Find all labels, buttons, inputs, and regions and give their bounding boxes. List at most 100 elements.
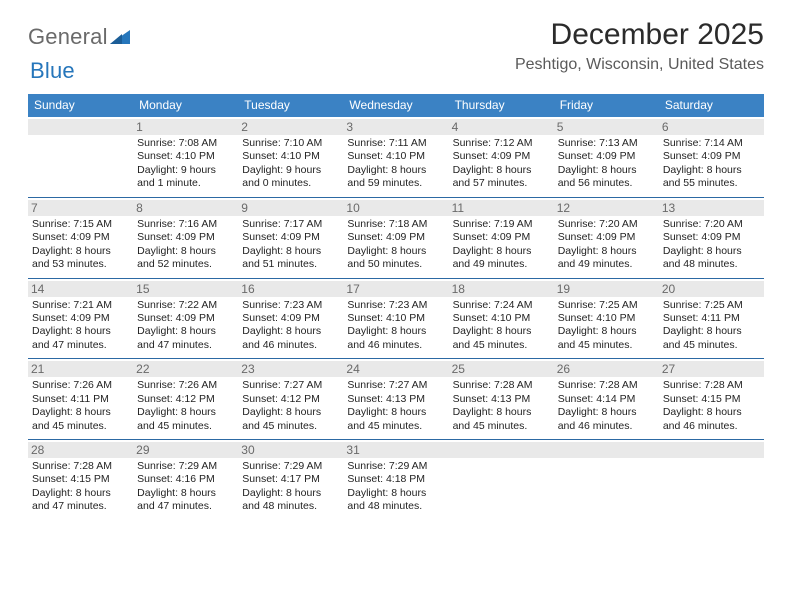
day-body: Sunrise: 7:19 AMSunset: 4:09 PMDaylight:… bbox=[453, 218, 550, 272]
day-number: 10 bbox=[343, 200, 448, 216]
day-cell: 25Sunrise: 7:28 AMSunset: 4:13 PMDayligh… bbox=[449, 359, 554, 439]
day-body: Sunrise: 7:28 AMSunset: 4:13 PMDaylight:… bbox=[453, 379, 550, 433]
day-number: 23 bbox=[238, 361, 343, 377]
sunrise-line: Sunrise: 7:13 AM bbox=[558, 137, 655, 150]
daylight-line: Daylight: 8 hours and 47 minutes. bbox=[32, 487, 129, 514]
daylight-line: Daylight: 8 hours and 50 minutes. bbox=[347, 245, 444, 272]
sunset-line: Sunset: 4:09 PM bbox=[242, 231, 339, 244]
day-cell: 9Sunrise: 7:17 AMSunset: 4:09 PMDaylight… bbox=[238, 198, 343, 278]
sunrise-line: Sunrise: 7:28 AM bbox=[453, 379, 550, 392]
sunset-line: Sunset: 4:09 PM bbox=[32, 312, 129, 325]
dow-cell: Thursday bbox=[449, 94, 554, 117]
day-cell: 23 Sunrise: 7:27 AMSunset: 4:12 PMDayligh… bbox=[238, 359, 343, 439]
day-cell: 18Sunrise: 7:24 AMSunset: 4:10 PMDayligh… bbox=[449, 279, 554, 359]
day-body: Sunrise: 7:28 AMSunset: 4:14 PMDaylight:… bbox=[558, 379, 655, 433]
dow-cell: Sunday bbox=[28, 94, 133, 117]
sunset-line: Sunset: 4:10 PM bbox=[558, 312, 655, 325]
day-cell: 13Sunrise: 7:20 AMSunset: 4:09 PMDayligh… bbox=[659, 198, 764, 278]
daylight-line: Daylight: 9 hours and 0 minutes. bbox=[242, 164, 339, 191]
day-body: Sunrise: 7:12 AMSunset: 4:09 PMDaylight:… bbox=[453, 137, 550, 191]
day-body: Sunrise: 7:17 AMSunset: 4:09 PMDaylight:… bbox=[242, 218, 339, 272]
day-body: Sunrise: 7:20 AMSunset: 4:09 PMDaylight:… bbox=[663, 218, 760, 272]
day-cell: 20Sunrise: 7:25 AMSunset: 4:11 PMDayligh… bbox=[659, 279, 764, 359]
day-body: Sunrise: 7:27 AMSunset: 4:13 PMDaylight:… bbox=[347, 379, 444, 433]
week-row: 21Sunrise: 7:26 AMSunset: 4:11 PMDayligh… bbox=[28, 359, 764, 440]
day-body: Sunrise: 7:24 AMSunset: 4:10 PMDaylight:… bbox=[453, 299, 550, 353]
day-number: 19 bbox=[554, 281, 659, 297]
sunrise-line: Sunrise: 7:29 AM bbox=[137, 460, 234, 473]
sunset-line: Sunset: 4:15 PM bbox=[663, 393, 760, 406]
day-cell: 8 Sunrise: 7:16 AMSunset: 4:09 PMDaylight… bbox=[133, 198, 238, 278]
daylight-line: Daylight: 8 hours and 46 minutes. bbox=[242, 325, 339, 352]
day-cell: 4Sunrise: 7:12 AMSunset: 4:09 PMDaylight… bbox=[449, 117, 554, 197]
sunset-line: Sunset: 4:09 PM bbox=[347, 231, 444, 244]
weeks-container: . 1Sunrise: 7:08 AMSunset: 4:10 PMDayligh… bbox=[28, 117, 764, 520]
sunset-line: Sunset: 4:09 PM bbox=[558, 231, 655, 244]
day-cell: 17Sunrise: 7:23 AMSunset: 4:10 PMDayligh… bbox=[343, 279, 448, 359]
sunset-line: Sunset: 4:10 PM bbox=[242, 150, 339, 163]
day-number: 7 bbox=[28, 200, 133, 216]
day-number: 27 bbox=[659, 361, 764, 377]
sunrise-line: Sunrise: 7:28 AM bbox=[558, 379, 655, 392]
day-body: Sunrise: 7:20 AMSunset: 4:09 PMDaylight:… bbox=[558, 218, 655, 272]
brand-general: General bbox=[28, 24, 108, 50]
day-cell: 7 Sunrise: 7:15 AMSunset: 4:09 PMDaylight… bbox=[28, 198, 133, 278]
day-body: Sunrise: 7:25 AMSunset: 4:10 PMDaylight:… bbox=[558, 299, 655, 353]
day-body: Sunrise: 7:27 AMSunset: 4:12 PMDaylight:… bbox=[242, 379, 339, 433]
sunset-line: Sunset: 4:09 PM bbox=[32, 231, 129, 244]
sunset-line: Sunset: 4:09 PM bbox=[663, 231, 760, 244]
day-cell: 19 Sunrise: 7:25 AMSunset: 4:10 PMDayligh… bbox=[554, 279, 659, 359]
day-number: 8 bbox=[133, 200, 238, 216]
day-number: 28 bbox=[28, 442, 133, 458]
daylight-line: Daylight: 8 hours and 48 minutes. bbox=[663, 245, 760, 272]
day-cell: 1Sunrise: 7:08 AMSunset: 4:10 PMDaylight… bbox=[133, 117, 238, 197]
daylight-line: Daylight: 8 hours and 45 minutes. bbox=[347, 406, 444, 433]
daylight-line: Daylight: 8 hours and 46 minutes. bbox=[663, 406, 760, 433]
day-number: 31 bbox=[343, 442, 448, 458]
sunrise-line: Sunrise: 7:28 AM bbox=[32, 460, 129, 473]
day-number: 2 bbox=[238, 119, 343, 135]
day-cell: 14Sunrise: 7:21 AMSunset: 4:09 PMDayligh… bbox=[28, 279, 133, 359]
sunset-line: Sunset: 4:10 PM bbox=[453, 312, 550, 325]
day-cell: 30 Sunrise: 7:29 AMSunset: 4:17 PMDayligh… bbox=[238, 440, 343, 520]
day-body: Sunrise: 7:11 AMSunset: 4:10 PMDaylight:… bbox=[347, 137, 444, 191]
sunrise-line: Sunrise: 7:23 AM bbox=[242, 299, 339, 312]
dow-cell: Tuesday bbox=[238, 94, 343, 117]
daylight-line: Daylight: 8 hours and 45 minutes. bbox=[137, 406, 234, 433]
sunrise-line: Sunrise: 7:15 AM bbox=[32, 218, 129, 231]
day-body: Sunrise: 7:23 AMSunset: 4:10 PMDaylight:… bbox=[347, 299, 444, 353]
sunrise-line: Sunrise: 7:12 AM bbox=[453, 137, 550, 150]
daylight-line: Daylight: 8 hours and 53 minutes. bbox=[32, 245, 129, 272]
sunset-line: Sunset: 4:11 PM bbox=[663, 312, 760, 325]
day-cell: 28Sunrise: 7:28 AMSunset: 4:15 PMDayligh… bbox=[28, 440, 133, 520]
day-body: Sunrise: 7:18 AMSunset: 4:09 PMDaylight:… bbox=[347, 218, 444, 272]
day-number: . bbox=[449, 442, 554, 458]
sunset-line: Sunset: 4:12 PM bbox=[242, 393, 339, 406]
day-cell: 22Sunrise: 7:26 AMSunset: 4:12 PMDayligh… bbox=[133, 359, 238, 439]
day-body: Sunrise: 7:16 AMSunset: 4:09 PMDaylight:… bbox=[137, 218, 234, 272]
day-number: 14 bbox=[28, 281, 133, 297]
day-number: 30 bbox=[238, 442, 343, 458]
day-body: Sunrise: 7:29 AMSunset: 4:17 PMDaylight:… bbox=[242, 460, 339, 514]
daylight-line: Daylight: 8 hours and 47 minutes. bbox=[32, 325, 129, 352]
day-number: 29 bbox=[133, 442, 238, 458]
daylight-line: Daylight: 8 hours and 49 minutes. bbox=[558, 245, 655, 272]
sunset-line: Sunset: 4:16 PM bbox=[137, 473, 234, 486]
logo-triangle-icon bbox=[110, 26, 130, 49]
day-cell: 5Sunrise: 7:13 AMSunset: 4:09 PMDaylight… bbox=[554, 117, 659, 197]
calendar-page: General December 2025 Peshtigo, Wisconsi… bbox=[0, 0, 792, 538]
sunrise-line: Sunrise: 7:08 AM bbox=[137, 137, 234, 150]
day-number: 11 bbox=[449, 200, 554, 216]
sunrise-line: Sunrise: 7:10 AM bbox=[242, 137, 339, 150]
sunset-line: Sunset: 4:10 PM bbox=[347, 312, 444, 325]
day-body: Sunrise: 7:10 AMSunset: 4:10 PMDaylight:… bbox=[242, 137, 339, 191]
sunset-line: Sunset: 4:09 PM bbox=[137, 231, 234, 244]
day-cell: 12Sunrise: 7:20 AMSunset: 4:09 PMDayligh… bbox=[554, 198, 659, 278]
day-body: Sunrise: 7:15 AMSunset: 4:09 PMDaylight:… bbox=[32, 218, 129, 272]
day-cell: 3Sunrise: 7:11 AMSunset: 4:10 PMDaylight… bbox=[343, 117, 448, 197]
day-body: Sunrise: 7:23 AMSunset: 4:09 PMDaylight:… bbox=[242, 299, 339, 353]
day-body: Sunrise: 7:29 AMSunset: 4:16 PMDaylight:… bbox=[137, 460, 234, 514]
sunrise-line: Sunrise: 7:28 AM bbox=[663, 379, 760, 392]
daylight-line: Daylight: 8 hours and 45 minutes. bbox=[558, 325, 655, 352]
daylight-line: Daylight: 8 hours and 45 minutes. bbox=[453, 406, 550, 433]
